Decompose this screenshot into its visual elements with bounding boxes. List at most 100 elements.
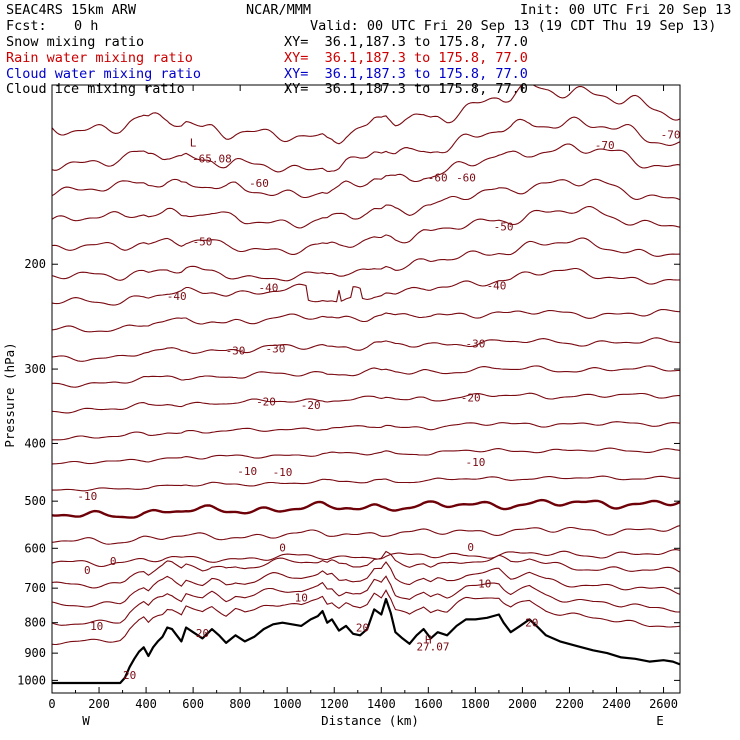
x-tick-label: 1000 xyxy=(273,697,302,711)
field-snow-name: Snow mixing ratio xyxy=(6,34,145,50)
x-tick-label: 800 xyxy=(229,697,251,711)
contour-label: -65.08 xyxy=(192,153,232,166)
contour-labels: -65.08 -60 -60 -60 -70 -70 -50 -50 -40 -40 -40 -30 -… xyxy=(77,128,680,682)
contour-label: 20 xyxy=(356,622,369,635)
contour-label: 20 xyxy=(525,617,538,630)
valid-time: Valid: 00 UTC Fri 20 Sep 13 (19 CDT Thu … xyxy=(310,18,717,34)
y-tick-label: 200 xyxy=(24,257,46,271)
contour-line-5 xyxy=(52,525,680,545)
contour-label: 0 xyxy=(84,564,91,577)
contour-label: -10 xyxy=(273,466,293,479)
contour-label: -70 xyxy=(661,128,681,141)
x-tick-label: 2200 xyxy=(555,697,584,711)
y-axis-title: Pressure (hPa) xyxy=(2,342,17,447)
contour-line-30 xyxy=(52,589,680,646)
plot-frame xyxy=(51,84,681,694)
contour-label: -60 xyxy=(249,177,269,190)
low-marker: L xyxy=(190,137,197,150)
contour-label: 20 xyxy=(123,669,136,682)
contour-label: 0 xyxy=(279,541,286,554)
contour-label: -10 xyxy=(237,465,257,478)
x-tick-label: 1600 xyxy=(414,697,443,711)
contour-label: 10 xyxy=(90,620,103,633)
x-tick-label: 0 xyxy=(48,697,55,711)
x-end-label-right: E xyxy=(656,713,664,728)
contour-label: -50 xyxy=(193,235,213,248)
contour-label: -30 xyxy=(465,338,485,351)
field-rain-name: Rain water mixing ratio xyxy=(6,50,193,66)
contour-label: -20 xyxy=(301,399,321,412)
y-tick-label: 1000 xyxy=(17,673,46,687)
fcst-label: Fcst: xyxy=(6,18,47,34)
contour-line-m30 xyxy=(52,337,680,362)
contour-label: -20 xyxy=(256,395,276,408)
y-tick-label: 600 xyxy=(24,541,46,555)
contour-line-m60 xyxy=(52,143,680,199)
y-tick-label: 500 xyxy=(24,494,46,508)
x-tick-label: 2600 xyxy=(649,697,678,711)
x-tick-label: 2400 xyxy=(602,697,631,711)
x-tick-label: 600 xyxy=(182,697,204,711)
temperature-contours xyxy=(52,85,680,646)
contour-label: -40 xyxy=(487,279,507,292)
y-tick-label: 300 xyxy=(24,362,46,376)
x-axis-title: Distance (km) xyxy=(321,713,419,728)
contour-line-15 xyxy=(52,550,680,589)
fcst-value: 0 h xyxy=(74,18,99,34)
x-end-label-left: W xyxy=(82,713,90,728)
y-tick-label: 900 xyxy=(24,646,46,660)
contour-line-m70 xyxy=(52,85,680,145)
contour-label: 10 xyxy=(478,578,491,591)
contour-line-m40 xyxy=(52,267,680,306)
contour-label: 10 xyxy=(295,592,308,605)
contour-label: -60 xyxy=(456,172,476,185)
field-rain-xy: XY= 36.1,187.3 to 175.8, 77.0 xyxy=(284,50,528,66)
contour-line-m45 xyxy=(52,237,680,282)
contour-label: 27.07 xyxy=(416,640,449,653)
x-tick-label: 1400 xyxy=(367,697,396,711)
x-tick-label: 2000 xyxy=(508,697,537,711)
contour-line-m50 xyxy=(52,205,680,255)
field-cloud-water-xy: XY= 36.1,187.3 to 175.8, 77.0 xyxy=(284,66,528,82)
contour-line-0 xyxy=(52,498,680,519)
field-snow-xy: XY= 36.1,187.3 to 175.8, 77.0 xyxy=(284,34,528,50)
x-tick-label: 400 xyxy=(135,697,157,711)
contour-line-m65 xyxy=(52,116,680,173)
contour-label: -20 xyxy=(461,392,481,405)
contour-label: -10 xyxy=(465,456,485,469)
contour-label: 20 xyxy=(196,627,209,640)
x-tick-label: 1800 xyxy=(461,697,490,711)
contour-label: -60 xyxy=(428,172,448,185)
init-time: Init: 00 UTC Fri 20 Sep 13 xyxy=(520,2,732,18)
contour-line-10 xyxy=(52,549,680,568)
contour-label: -70 xyxy=(595,139,615,152)
x-tick-label: 200 xyxy=(88,697,110,711)
model-title: SEAC4RS 15km ARW xyxy=(6,2,137,18)
y-tick-label: 400 xyxy=(24,436,46,450)
axes: 0 200 400 600 800 1000 1200 1400 1600 1800 2000 220… xyxy=(17,85,680,711)
contour-label: -40 xyxy=(258,282,278,295)
contour-label: -30 xyxy=(265,342,285,355)
field-cloud-water-name: Cloud water mixing ratio xyxy=(6,66,202,82)
plot-border xyxy=(51,84,681,694)
contour-line-25 xyxy=(52,575,680,626)
high-marker: H xyxy=(425,633,432,646)
contour-label: 0 xyxy=(467,541,474,554)
terrain-profile xyxy=(52,597,681,685)
contour-line-m10 xyxy=(52,447,680,465)
terrain-line xyxy=(52,597,681,685)
contour-line-20 xyxy=(52,561,680,608)
contour-label: -50 xyxy=(494,221,514,234)
y-tick-label: 800 xyxy=(24,616,46,630)
contour-line-m55 xyxy=(52,178,680,229)
x-tick-label: 1200 xyxy=(320,697,349,711)
y-tick-label: 700 xyxy=(24,581,46,595)
contour-line-m15 xyxy=(52,421,680,441)
contour-label: 0 xyxy=(110,555,117,568)
contour-line-m35 xyxy=(52,308,680,333)
contour-label: -10 xyxy=(77,490,97,503)
contour-line-m20 xyxy=(52,392,680,414)
contour-label: -30 xyxy=(226,344,246,357)
contour-line-m25 xyxy=(52,365,680,388)
contour-line-m5 xyxy=(52,475,680,492)
